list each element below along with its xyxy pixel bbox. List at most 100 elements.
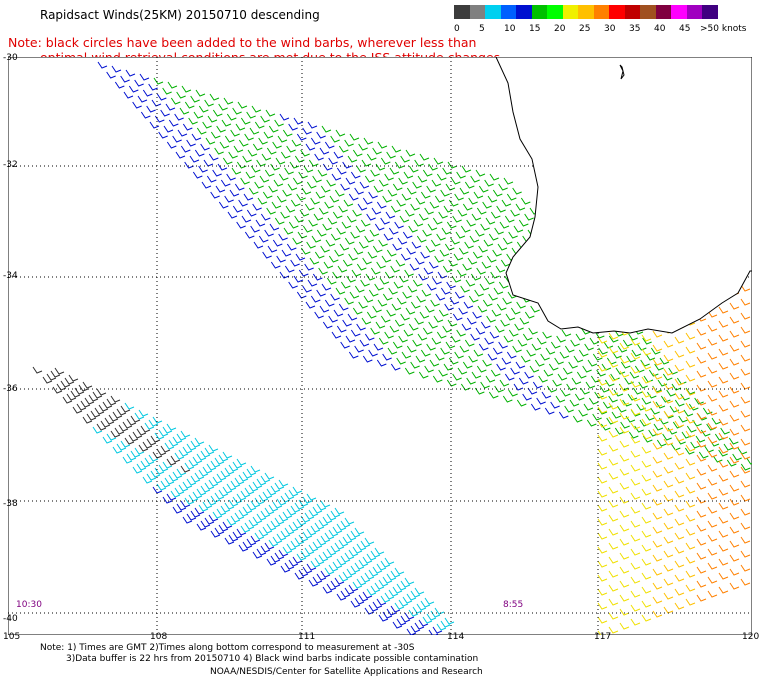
wind-barb — [360, 540, 371, 548]
wind-barb — [616, 405, 627, 413]
wind-barb — [342, 536, 353, 544]
wind-barb — [272, 239, 283, 247]
wind-barb — [324, 141, 335, 149]
wind-barb — [729, 456, 740, 464]
wind-barb — [314, 311, 324, 319]
wind-barb — [718, 404, 729, 412]
wind-barb — [198, 105, 209, 113]
wind-barb — [92, 391, 103, 399]
wind-barb — [718, 488, 729, 496]
wind-barb — [208, 153, 219, 161]
scale-swatch — [609, 5, 625, 19]
wind-barb — [619, 384, 630, 392]
scale-swatch — [454, 5, 470, 19]
wind-barb — [403, 171, 414, 179]
wind-barb — [718, 390, 729, 398]
wind-barb — [417, 175, 428, 183]
wind-barb — [162, 426, 173, 434]
wind-barb — [454, 351, 464, 359]
wind-barb — [712, 455, 723, 463]
wind-barb — [302, 225, 313, 233]
wind-barb — [707, 324, 718, 332]
wind-barb — [237, 101, 248, 109]
wind-barb — [190, 510, 201, 518]
wind-barb — [674, 420, 685, 428]
wind-barb — [410, 590, 421, 598]
wind-barb — [184, 161, 194, 169]
wind-barb — [278, 479, 289, 487]
wind-barb — [392, 183, 403, 191]
wind-barb — [293, 117, 304, 125]
wind-barb — [148, 419, 159, 427]
wind-barb — [262, 251, 272, 259]
wind-barb — [634, 365, 645, 373]
wind-barb — [274, 482, 285, 490]
wind-barb — [426, 283, 437, 291]
wind-barb — [320, 535, 331, 543]
wind-barb — [674, 350, 685, 358]
wind-barb — [347, 155, 358, 163]
wind-barb — [326, 513, 337, 521]
wind-barb — [528, 327, 538, 335]
wind-barb — [240, 490, 251, 498]
wind-barb — [139, 73, 150, 81]
wind-barb — [500, 319, 510, 327]
wind-barb — [268, 125, 279, 133]
wind-barb — [156, 93, 167, 101]
wind-barb — [382, 353, 392, 361]
wind-barb — [270, 485, 281, 493]
wind-barb — [674, 546, 685, 554]
wind-barb — [338, 574, 349, 582]
wind-barb — [330, 233, 341, 241]
wind-barb — [272, 536, 283, 544]
wind-barb — [517, 339, 528, 347]
wind-barb — [382, 195, 392, 203]
wind-barb — [608, 374, 619, 382]
wind-barb — [210, 460, 221, 468]
wind-barb — [444, 243, 455, 251]
wind-barb — [260, 510, 271, 518]
wind-barb — [158, 464, 169, 472]
wind-barb — [340, 183, 350, 191]
wind-barb — [378, 239, 388, 247]
wind-barb — [674, 532, 685, 540]
wind-barb — [597, 364, 608, 372]
wind-barb — [142, 89, 153, 97]
wind-barb — [696, 566, 707, 574]
wind-barb — [707, 562, 718, 570]
wind-barb — [718, 502, 729, 510]
wind-barb — [94, 407, 105, 415]
wind-barb — [674, 490, 685, 498]
wind-barb — [325, 239, 336, 247]
wind-barb — [707, 590, 718, 598]
wind-barb — [652, 358, 663, 366]
wind-barb — [252, 143, 263, 151]
wind-barb — [126, 418, 137, 426]
wind-barb — [406, 345, 417, 353]
wind-barb — [354, 285, 365, 293]
wind-barb — [678, 415, 688, 423]
wind-barb — [696, 468, 707, 476]
wind-barb — [148, 83, 158, 91]
wind-barb — [650, 347, 661, 355]
wind-barb — [473, 349, 484, 357]
wind-barb — [151, 99, 162, 107]
wind-barb — [140, 111, 151, 119]
wind-barb — [314, 153, 324, 161]
wind-barb — [433, 315, 444, 323]
wind-barb — [696, 440, 707, 448]
wind-barb — [256, 548, 267, 556]
wind-barb — [215, 185, 226, 193]
wind-barb — [400, 155, 410, 163]
wind-barb — [707, 576, 718, 584]
wind-barb — [222, 451, 233, 459]
wind-barb — [388, 287, 398, 295]
wind-barb — [435, 293, 446, 301]
wind-barb — [663, 340, 674, 348]
wind-barb — [601, 363, 612, 371]
wind-barb — [619, 496, 630, 504]
wind-barb — [186, 513, 197, 521]
wind-barb — [470, 175, 480, 183]
wind-barb — [348, 584, 359, 592]
wind-barb — [336, 325, 347, 333]
